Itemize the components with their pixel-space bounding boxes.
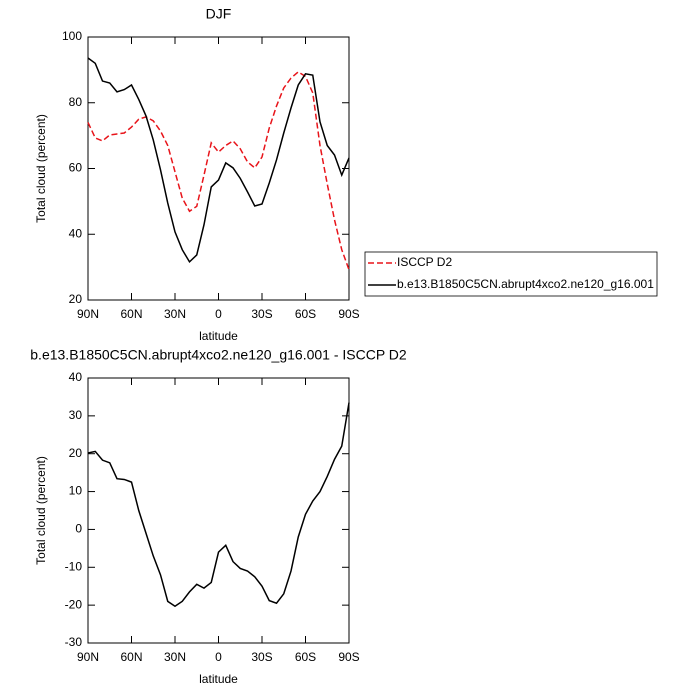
x-tick-label: 90N [77,307,99,321]
x-tick-label: 60N [120,650,142,664]
y-tick-label: -10 [65,559,83,573]
legend-label: ISCCP D2 [397,255,452,269]
series-line [87,402,350,608]
plot-frame [87,36,350,301]
x-tick-label: 90S [338,650,359,664]
y-tick-label: 10 [69,484,83,498]
x-axis-label: latitude [199,329,238,343]
chart-title: b.e13.B1850C5CN.abrupt4xco2.ne120_g16.00… [30,347,407,363]
x-tick-label: 0 [215,650,222,664]
x-tick-label: 60S [295,650,316,664]
legend-box [364,251,658,297]
x-tick-label: 30N [164,650,186,664]
y-tick-label: 80 [69,95,83,109]
y-tick-label: 40 [69,370,83,384]
x-tick-label: 90S [338,307,359,321]
series-line [87,57,350,264]
series-line [87,70,350,271]
plot-frame [87,377,350,644]
y-tick-label: 0 [75,522,82,536]
x-axis-label: latitude [199,672,238,686]
chart-title: DJF [206,6,232,22]
x-tick-label: 30S [251,650,272,664]
x-tick-label: 0 [215,307,222,321]
legend-label: b.e13.B1850C5CN.abrupt4xco2.ne120_g16.00… [397,277,654,291]
y-tick-label: 60 [69,161,83,175]
x-tick-label: 60N [120,307,142,321]
y-tick-label: 30 [69,408,83,422]
y-tick-label: -30 [65,635,83,649]
y-axis-label: Total cloud (percent) [34,114,48,223]
x-tick-label: 90N [77,650,99,664]
x-tick-label: 30S [251,307,272,321]
y-tick-label: -20 [65,597,83,611]
y-tick-label: 100 [62,29,82,43]
y-tick-label: 20 [69,446,83,460]
x-tick-label: 60S [295,307,316,321]
x-tick-label: 30N [164,307,186,321]
y-axis-label: Total cloud (percent) [34,456,48,565]
y-tick-label: 20 [69,292,83,306]
y-tick-label: 40 [69,226,83,240]
